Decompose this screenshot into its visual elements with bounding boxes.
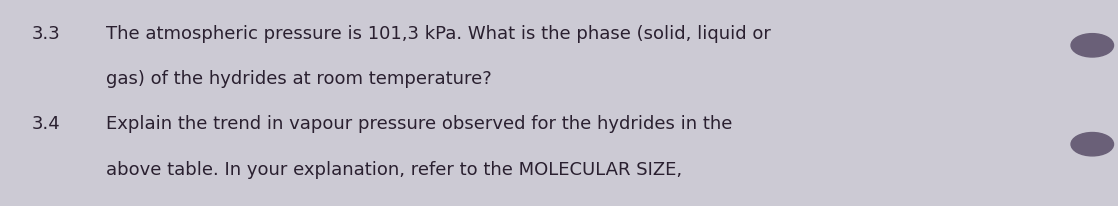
Text: 3.4: 3.4	[31, 115, 60, 133]
Ellipse shape	[1071, 132, 1114, 156]
Ellipse shape	[1071, 34, 1114, 57]
Text: Explain the trend in vapour pressure observed for the hydrides in the: Explain the trend in vapour pressure obs…	[106, 115, 732, 133]
Text: 3.3: 3.3	[31, 25, 60, 43]
Text: gas) of the hydrides at room temperature?: gas) of the hydrides at room temperature…	[106, 70, 492, 88]
Text: The atmospheric pressure is 101,3 kPa. What is the phase (solid, liquid or: The atmospheric pressure is 101,3 kPa. W…	[106, 25, 771, 43]
Text: above table. In your explanation, refer to the MOLECULAR SIZE,: above table. In your explanation, refer …	[106, 161, 682, 179]
